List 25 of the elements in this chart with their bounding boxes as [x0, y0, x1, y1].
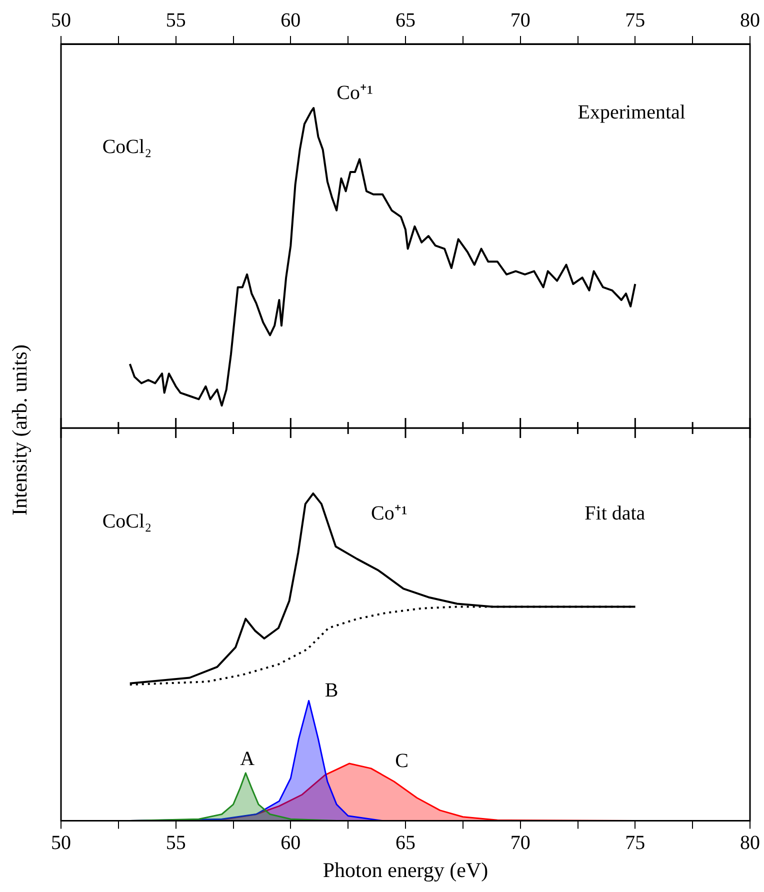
annotation: A	[240, 748, 256, 770]
annotation: CoCl₂	[102, 510, 152, 533]
annotation: B	[324, 679, 338, 702]
x-tick-label: 75	[625, 9, 646, 32]
annotation: Fit data	[584, 502, 646, 525]
x-tick-label: 65	[396, 9, 416, 32]
x-tick-label: 75	[625, 832, 646, 854]
text: Co⁺¹	[336, 82, 373, 104]
annotation: C	[395, 750, 409, 772]
annotation: Experimental	[578, 101, 686, 124]
x-tick-label: 65	[396, 832, 416, 854]
x-tick-label: 70	[510, 832, 530, 854]
x-tick-label: 50	[51, 832, 71, 854]
annotation: Co⁺¹	[371, 502, 408, 525]
x-tick-label: 55	[166, 832, 186, 854]
y-axis-title: Intensity (arb. units)	[8, 344, 32, 516]
x-tick-label: 80	[740, 9, 760, 32]
x-tick-label: 80	[740, 832, 760, 854]
x-tick-label: 70	[510, 9, 530, 32]
x-tick-label: 50	[51, 9, 71, 32]
x-tick-label: 60	[280, 832, 301, 854]
annotation: CoCl₂	[102, 136, 152, 158]
x-axis-title: Photon energy (eV)	[322, 858, 488, 882]
x-tick-label: 55	[166, 9, 186, 32]
x-tick-label: 60	[280, 9, 301, 32]
